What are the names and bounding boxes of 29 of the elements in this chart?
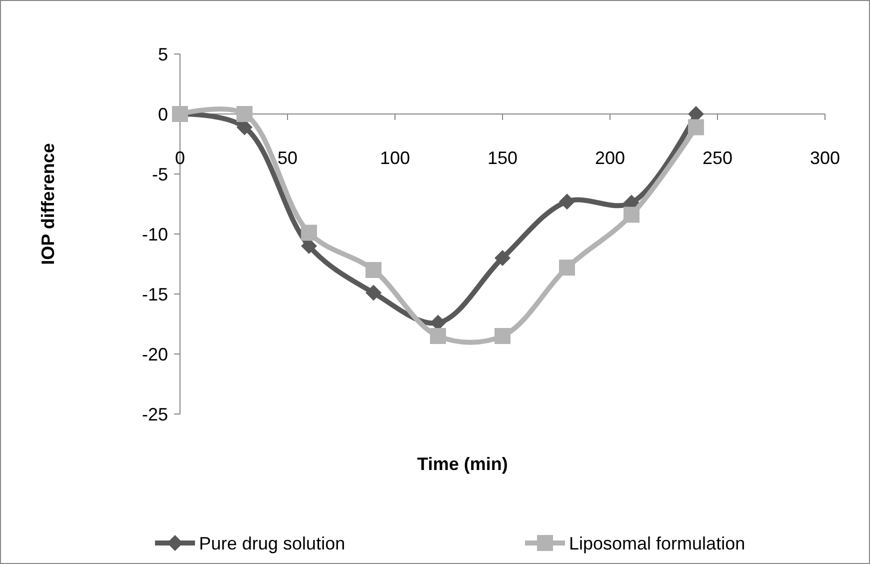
x-tick-label: 300 — [810, 148, 840, 168]
point — [301, 224, 317, 241]
x-tick-label: 0 — [174, 148, 186, 168]
y-tick-label: 0 — [158, 104, 168, 124]
x-axis-title: Time (min) — [417, 454, 508, 474]
legend-label: Liposomal formulation — [569, 533, 746, 554]
point — [430, 328, 446, 344]
legend-label: Pure drug solution — [199, 533, 346, 554]
point — [366, 284, 382, 301]
point — [559, 260, 575, 276]
y-tick-label: -5 — [152, 164, 168, 184]
y-tick-label: -15 — [142, 284, 168, 304]
point — [494, 328, 510, 344]
x-tick-label: 150 — [487, 148, 518, 168]
point — [236, 106, 252, 122]
point — [494, 250, 510, 266]
x-tick-label: 100 — [380, 148, 410, 168]
y-axis-title: IOP difference — [38, 143, 58, 265]
y-tick-label: -20 — [142, 344, 168, 364]
y-tick-label: -25 — [142, 404, 168, 424]
y-tick-label: 5 — [158, 44, 168, 64]
point — [688, 119, 704, 136]
point — [559, 194, 575, 210]
x-tick-label: 50 — [277, 148, 298, 168]
point — [624, 206, 640, 223]
x-tick-label: 200 — [594, 148, 626, 168]
x-tick-label: 250 — [702, 148, 733, 168]
y-tick-label: -10 — [142, 224, 168, 244]
point — [366, 262, 382, 278]
